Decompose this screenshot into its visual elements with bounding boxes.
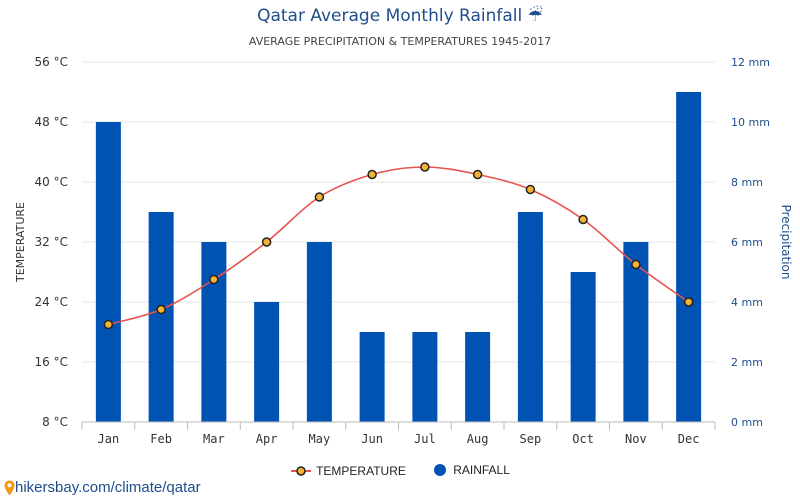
temperature-point: [578, 214, 588, 225]
temperature-point: [472, 169, 483, 180]
chart-subtitle: AVERAGE PRECIPITATION & TEMPERATURES 194…: [248, 35, 552, 48]
rainfall-bar: [412, 332, 438, 422]
temperature-line: [103, 162, 694, 330]
y2-tick-label: 2 mm: [731, 356, 763, 369]
temperature-point: [261, 237, 272, 247]
rainfall-bar: [148, 212, 174, 422]
rainfall-bar: [201, 242, 227, 422]
y-tick-label: 24 °C: [35, 295, 68, 309]
legend-item-temperature[interactable]: TEMPERATURE: [290, 464, 406, 478]
tick-labels: 8 °C 0 mm 16 °C 2 mm 24 °C 4 mm 32 °C 6 mm 40 °C…: [14, 55, 793, 446]
y-tick-label: 56 °C: [35, 55, 68, 69]
x-tick-label: Apr: [256, 432, 278, 446]
location-pin-icon: [4, 480, 15, 495]
legend-item-rainfall[interactable]: RAINFALL: [433, 463, 510, 477]
rainfall-bar: [517, 212, 543, 422]
y-tick-label: 48 °C: [35, 115, 68, 129]
axes: [81, 421, 716, 430]
temperature-point: [367, 169, 377, 180]
x-tick-label: Oct: [572, 432, 594, 446]
y2-tick-label: 8 mm: [731, 176, 763, 189]
x-tick-label: Sep: [520, 432, 542, 446]
rainfall-bar: [623, 242, 649, 422]
x-tick-label: Jan: [98, 432, 120, 446]
y2-tick-label: 12 mm: [731, 56, 770, 69]
temperature-point: [683, 297, 694, 307]
temperature-point: [156, 304, 166, 315]
temperature-point: [420, 162, 430, 172]
source-link[interactable]: hikersbay.com/climate/qatar: [4, 479, 201, 496]
temperature-point: [209, 274, 219, 285]
y2-tick-label: 6 mm: [731, 236, 763, 249]
source-text: hikersbay.com/climate/qatar: [15, 479, 201, 496]
temperature-point: [525, 184, 536, 195]
rainfall-bar: [254, 302, 280, 422]
rainfall-bars: [95, 92, 702, 422]
temperature-curve: [108, 166, 690, 326]
y-tick-label: 40 °C: [35, 175, 68, 189]
y-axis-title: TEMPERATURE: [14, 202, 27, 283]
rainfall-bar: [465, 332, 491, 422]
x-tick-label: Jun: [361, 432, 383, 446]
rainfall-bar: [676, 92, 702, 422]
umbrella-icon: ☔: [527, 6, 543, 26]
chart-title: Qatar Average Monthly Rainfall ☔: [0, 6, 800, 26]
temperature-legend-marker: [291, 466, 312, 476]
y-tick-label: 32 °C: [35, 235, 68, 249]
legend-label-temperature: TEMPERATURE: [316, 464, 406, 478]
x-tick-label: Mar: [203, 432, 225, 446]
y2-axis-title: Precipitation: [779, 204, 793, 279]
x-tick-label: May: [309, 432, 331, 446]
x-tick-label: Jul: [414, 432, 436, 446]
chart-title-text: Qatar Average Monthly Rainfall: [257, 6, 523, 26]
y-tick-label: 8 °C: [42, 415, 68, 429]
x-tick-label: Aug: [467, 432, 489, 446]
y2-tick-label: 4 mm: [731, 296, 763, 309]
temperature-point: [631, 259, 641, 270]
x-tick-label: Dec: [678, 432, 700, 446]
temperature-point: [103, 319, 114, 330]
legend: TEMPERATURE RAINFALL: [0, 463, 800, 480]
rainfall-bar: [359, 332, 385, 422]
temperature-point: [314, 192, 325, 202]
x-tick-label: Nov: [625, 432, 647, 446]
grid-lines: [82, 61, 715, 363]
y2-tick-label: 0 mm: [731, 416, 763, 429]
rainfall-bar: [306, 242, 332, 422]
rainfall-bar: [570, 272, 596, 422]
legend-label-rainfall: RAINFALL: [453, 463, 510, 477]
y-tick-label: 16 °C: [35, 355, 68, 369]
x-tick-label: Feb: [150, 432, 172, 446]
rainfall-bar: [95, 122, 121, 422]
rainfall-legend-marker: [434, 464, 447, 476]
y2-tick-label: 10 mm: [731, 116, 770, 129]
